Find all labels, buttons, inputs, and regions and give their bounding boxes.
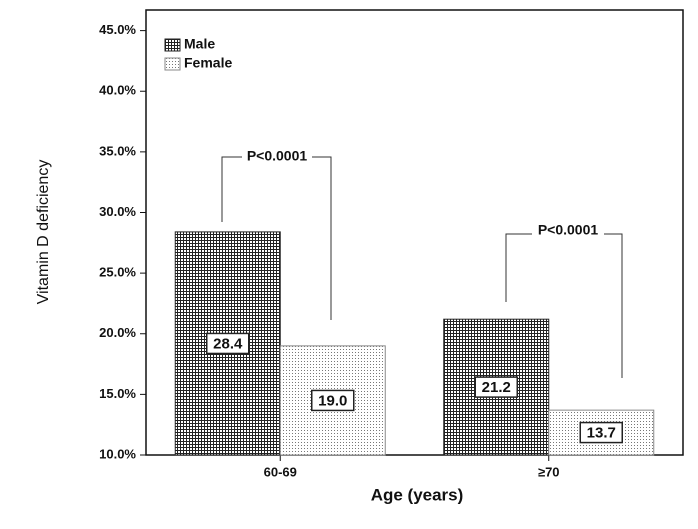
data-label: 28.4: [213, 335, 243, 352]
y-tick-label: 20.0%: [99, 325, 136, 340]
y-tick-label: 45.0%: [99, 22, 136, 37]
y-tick-label: 30.0%: [99, 204, 136, 219]
legend-swatch: [164, 38, 181, 52]
x-tick-label: 60-69: [264, 464, 297, 479]
data-label: 13.7: [587, 425, 616, 442]
data-label-box: [579, 421, 623, 444]
annotation: P<0.0001: [538, 222, 599, 238]
y-tick-label: 10.0%: [99, 446, 136, 461]
y-tick-label: 40.0%: [99, 83, 136, 98]
y-tick-label: 15.0%: [99, 386, 136, 401]
y-tick-label: 25.0%: [99, 265, 136, 280]
bracket: [221, 156, 623, 378]
x-tick-label: ≥70: [538, 464, 560, 479]
plot-frame: [145, 9, 684, 456]
annotation: P<0.0001: [247, 148, 308, 164]
data-label: 21.2: [482, 379, 511, 396]
data-label: 19.0: [318, 392, 347, 409]
data-label-box: [206, 332, 250, 355]
legend-label: Male: [184, 36, 215, 52]
x-axis-label: Age (years): [371, 485, 464, 504]
legend-label: Female: [184, 55, 232, 71]
legend-swatch: [164, 57, 181, 71]
y-axis-label: Vitamin D deficiency: [35, 160, 52, 305]
data-label-box: [474, 376, 518, 398]
data-label-box: [311, 389, 355, 412]
y-tick-label: 35.0%: [99, 143, 136, 158]
